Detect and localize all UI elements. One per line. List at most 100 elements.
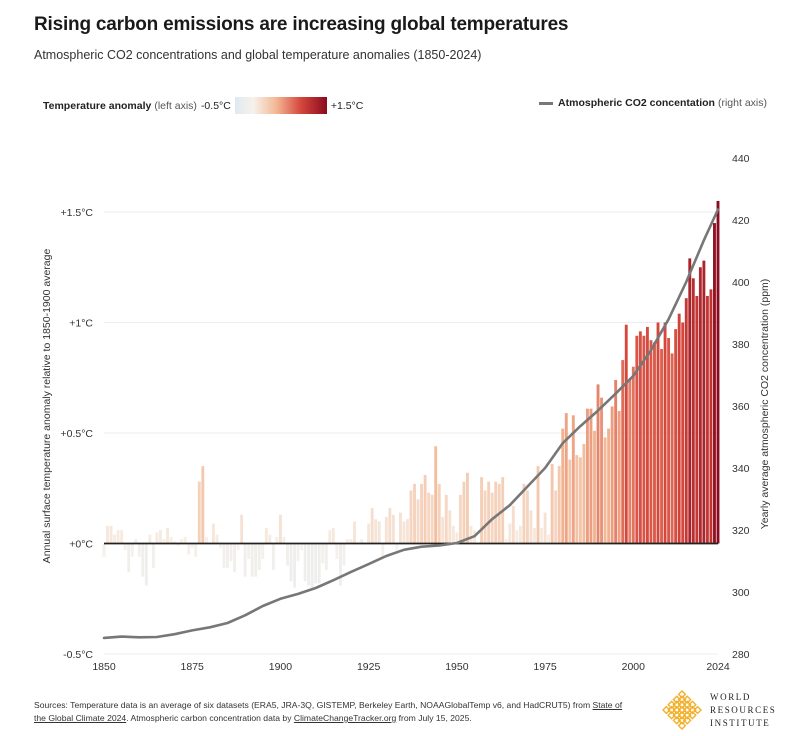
- temperature-bar: [268, 534, 272, 544]
- temperature-bar: [681, 322, 685, 544]
- temperature-bar: [455, 532, 459, 544]
- y2-tick-label: 420: [732, 215, 750, 227]
- temperature-bar: [624, 324, 628, 544]
- temperature-bar: [504, 539, 508, 544]
- temperature-bar: [286, 543, 289, 566]
- temperature-bar: [561, 428, 565, 544]
- temperature-bar: [540, 528, 544, 544]
- temperature-bar: [635, 335, 639, 544]
- chart-title: Rising carbon emissions are increasing g…: [34, 14, 569, 35]
- y2-tick-label: 440: [732, 153, 750, 165]
- temperature-bar: [596, 384, 600, 544]
- temperature-bar: [293, 543, 296, 588]
- temperature-bar: [409, 490, 413, 544]
- logo-diamond: [672, 695, 682, 704]
- temperature-bar: [109, 525, 113, 544]
- temperature-bar: [219, 543, 222, 548]
- temperature-bar: [571, 415, 575, 544]
- logo-diamond: [672, 710, 682, 720]
- temperature-bar: [113, 534, 117, 544]
- temperature-bar: [201, 466, 205, 544]
- temperature-bar: [166, 528, 169, 544]
- temperature-bar: [550, 463, 554, 544]
- temperature-bar: [413, 483, 416, 544]
- temperature-bar: [434, 446, 438, 544]
- temperature-bar: [190, 543, 194, 548]
- temperature-bar: [331, 528, 335, 544]
- logo-diamond: [682, 700, 692, 710]
- temperature-bar: [667, 337, 671, 544]
- temperature-bar: [529, 510, 533, 544]
- temperature-bar: [607, 428, 611, 544]
- temperature-bar: [670, 353, 674, 544]
- temperature-bar: [614, 379, 618, 544]
- temperature-bar: [271, 543, 275, 571]
- temperature-bar: [187, 543, 191, 555]
- source-link-climate-tracker[interactable]: ClimateChangeTracker.org: [293, 713, 397, 723]
- temperature-bar: [702, 260, 706, 544]
- temperature-bar: [631, 366, 635, 544]
- temperature-bar: [638, 331, 642, 544]
- y2-tick-label: 340: [732, 463, 750, 475]
- temperature-bar: [183, 536, 187, 544]
- temperature-bar: [176, 543, 180, 546]
- temperature-bar: [310, 543, 314, 588]
- y2-tick-label: 360: [732, 401, 750, 413]
- temperature-bar: [151, 543, 155, 568]
- temperature-bar: [321, 543, 325, 564]
- sources-text-start: Sources: Temperature data is an average …: [34, 700, 593, 710]
- temperature-color-gradient: [234, 97, 327, 114]
- y2-tick-label: 280: [732, 649, 750, 661]
- co2-legend-swatch: [539, 101, 554, 105]
- temperature-bar: [300, 543, 304, 551]
- temperature-bar: [480, 477, 484, 544]
- temperature-bar: [144, 543, 148, 586]
- y-tick-label: -0.5°C: [63, 649, 93, 661]
- logo-diamond: [677, 695, 687, 704]
- temperature-bar: [674, 329, 678, 544]
- temperature-bar: [526, 490, 529, 544]
- temperature-bar: [106, 525, 109, 544]
- temperature-bar: [229, 543, 233, 562]
- sources-note: Sources: Temperature data is an average …: [34, 699, 624, 725]
- temperature-bar: [603, 437, 607, 544]
- temperature-bar: [416, 499, 420, 544]
- temperature-bar: [162, 539, 166, 544]
- temperature-bar: [494, 481, 498, 544]
- temperature-bar: [381, 543, 385, 557]
- temperature-bar: [130, 543, 134, 557]
- temperature-bar: [649, 340, 653, 544]
- co2-legend-axis-note: (right axis): [717, 97, 767, 109]
- temperature-bar: [660, 349, 663, 544]
- temperature-bar: [663, 322, 667, 544]
- source-link-state-of-climate[interactable]: State of the Global Climate 2024: [34, 700, 623, 723]
- temperature-bar: [243, 543, 247, 577]
- x-tick-label: 1975: [533, 661, 557, 673]
- temperature-bar: [487, 481, 491, 544]
- logo-diamond: [662, 705, 671, 715]
- temperature-bar: [698, 267, 702, 544]
- temperature-bar: [349, 539, 353, 544]
- temperature-bar: [402, 521, 406, 544]
- temperature-legend-min: -0.5°C: [200, 99, 231, 112]
- wri-wordmark: WORLD RESOURCES INSTITUTE: [710, 691, 776, 730]
- logo-diamond: [672, 700, 682, 710]
- temperature-bar: [483, 490, 487, 544]
- temperature-bar: [226, 543, 229, 568]
- temperature-bar: [275, 536, 279, 544]
- temperature-bar: [388, 508, 392, 544]
- temperature-bar: [709, 289, 713, 544]
- temperature-bar: [367, 523, 371, 544]
- temperature-bar: [328, 530, 332, 544]
- temperature-bar: [317, 543, 321, 584]
- logo-diamond: [677, 710, 687, 720]
- temperature-bar: [589, 408, 593, 544]
- temperature-bar: [557, 466, 561, 544]
- temperature-bar: [360, 539, 364, 544]
- temperature-bar: [391, 514, 395, 544]
- y-tick-label: +1°C: [69, 318, 93, 330]
- temperature-bar: [314, 543, 318, 584]
- temperature-bar: [120, 530, 124, 544]
- y2-tick-label: 380: [732, 339, 750, 351]
- temperature-legend-label: Temperature anomaly: [43, 99, 152, 112]
